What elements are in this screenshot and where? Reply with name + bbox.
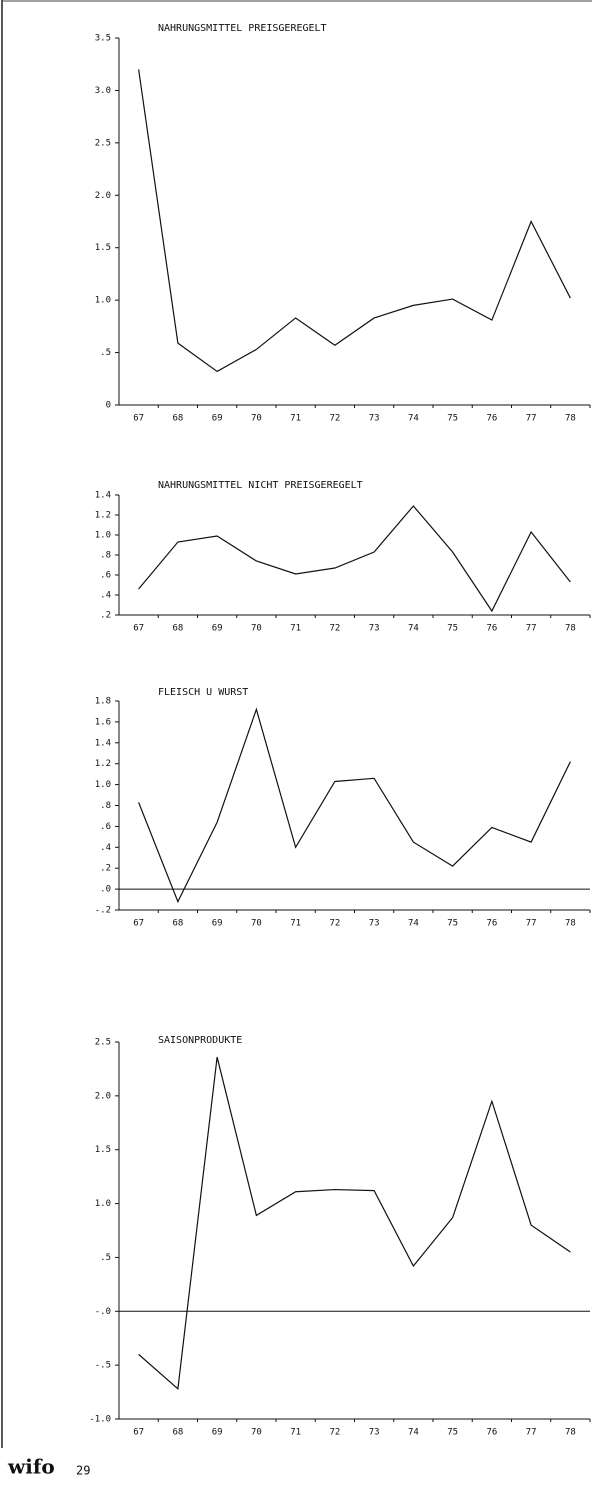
y-tick-label: .8 [100, 551, 111, 561]
x-tick-label: 71 [290, 624, 301, 634]
x-tick-label: 78 [565, 414, 576, 424]
y-tick-label: -.2 [95, 906, 111, 916]
y-tick-label: .4 [100, 843, 111, 853]
y-tick-label: 1.2 [95, 511, 111, 521]
y-tick-label: 1.0 [95, 296, 111, 306]
y-tick-label: 1.2 [95, 759, 111, 769]
y-tick-label: .6 [100, 571, 111, 581]
y-tick-label: 3.5 [95, 34, 111, 44]
x-tick-label: 69 [212, 919, 223, 929]
x-tick-label: 76 [486, 1428, 497, 1438]
data-line [138, 69, 571, 373]
y-tick-label: 1.4 [95, 491, 111, 501]
x-tick-label: 68 [172, 919, 183, 929]
x-tick-label: 76 [486, 414, 497, 424]
x-tick-label: 72 [329, 1428, 340, 1438]
y-tick-label: -.5 [95, 1361, 111, 1371]
x-tick-label: 78 [565, 1428, 576, 1438]
x-tick-label: 71 [290, 1428, 301, 1438]
x-tick-label: 74 [408, 1428, 419, 1438]
x-tick-label: 75 [447, 414, 458, 424]
y-tick-label: 2.0 [95, 191, 111, 201]
y-tick-label: 1.6 [95, 717, 111, 727]
x-tick-label: 74 [408, 624, 419, 634]
x-tick-label: 75 [447, 1428, 458, 1438]
x-tick-label: 71 [290, 414, 301, 424]
x-tick-label: 70 [251, 414, 262, 424]
x-tick-label: 70 [251, 919, 262, 929]
logo: wifo [7, 1455, 55, 1479]
y-tick-label: 1.0 [95, 1199, 111, 1209]
x-tick-label: 77 [526, 1428, 537, 1438]
y-tick-label: 1.0 [95, 780, 111, 790]
chart-title: FLEISCH U WURST [158, 687, 248, 698]
x-tick-label: 72 [329, 414, 340, 424]
x-tick-label: 75 [447, 919, 458, 929]
x-tick-label: 71 [290, 919, 301, 929]
x-tick-label: 74 [408, 414, 419, 424]
y-tick-label: 1.5 [95, 1145, 111, 1155]
y-tick-label: .8 [100, 801, 111, 811]
y-tick-label: .6 [100, 822, 111, 832]
chart-title: NAHRUNGSMITTEL PREISGEREGELT [158, 23, 327, 34]
x-tick-label: 73 [369, 919, 380, 929]
x-tick-label: 77 [526, 414, 537, 424]
x-tick-label: 69 [212, 1428, 223, 1438]
x-tick-label: 76 [486, 624, 497, 634]
x-tick-label: 67 [133, 414, 144, 424]
x-tick-label: 72 [329, 624, 340, 634]
x-tick-label: 68 [172, 624, 183, 634]
y-tick-label: -.0 [95, 1307, 111, 1317]
data-line [138, 505, 571, 613]
y-tick-label: 1.8 [95, 697, 111, 707]
x-tick-label: 78 [565, 919, 576, 929]
data-line [138, 707, 571, 904]
x-tick-label: 68 [172, 414, 183, 424]
x-tick-label: 73 [369, 624, 380, 634]
y-tick-label: 1.0 [95, 531, 111, 541]
y-tick-label: -1.0 [89, 1415, 111, 1425]
y-tick-label: 0 [106, 401, 111, 411]
x-tick-label: 69 [212, 624, 223, 634]
y-tick-label: 1.4 [95, 738, 111, 748]
x-tick-label: 68 [172, 1428, 183, 1438]
page-number: 29 [76, 1464, 90, 1478]
y-tick-label: .4 [100, 591, 111, 601]
x-tick-label: 67 [133, 1428, 144, 1438]
y-tick-label: 2.0 [95, 1091, 111, 1101]
x-tick-label: 70 [251, 1428, 262, 1438]
x-tick-label: 75 [447, 624, 458, 634]
y-tick-label: 2.5 [95, 1038, 111, 1048]
x-tick-label: 70 [251, 624, 262, 634]
y-tick-label: .5 [100, 348, 111, 358]
x-tick-label: 69 [212, 414, 223, 424]
x-tick-label: 74 [408, 919, 419, 929]
x-tick-label: 77 [526, 919, 537, 929]
x-tick-label: 67 [133, 624, 144, 634]
y-tick-label: .2 [100, 611, 111, 621]
chart-title: SAISONPRODUKTE [158, 1035, 242, 1046]
chart-title: NAHRUNGSMITTEL NICHT PREISGEREGELT [158, 480, 363, 491]
y-tick-label: 1.5 [95, 243, 111, 253]
x-tick-label: 78 [565, 624, 576, 634]
x-tick-label: 73 [369, 1428, 380, 1438]
x-tick-label: 77 [526, 624, 537, 634]
y-tick-label: .0 [100, 885, 111, 895]
x-tick-label: 67 [133, 919, 144, 929]
y-tick-label: 3.0 [95, 86, 111, 96]
x-tick-label: 72 [329, 919, 340, 929]
y-tick-label: .2 [100, 864, 111, 874]
data-line [138, 1056, 571, 1391]
x-tick-label: 76 [486, 919, 497, 929]
x-tick-label: 73 [369, 414, 380, 424]
y-tick-label: .5 [100, 1253, 111, 1263]
y-tick-label: 2.5 [95, 138, 111, 148]
